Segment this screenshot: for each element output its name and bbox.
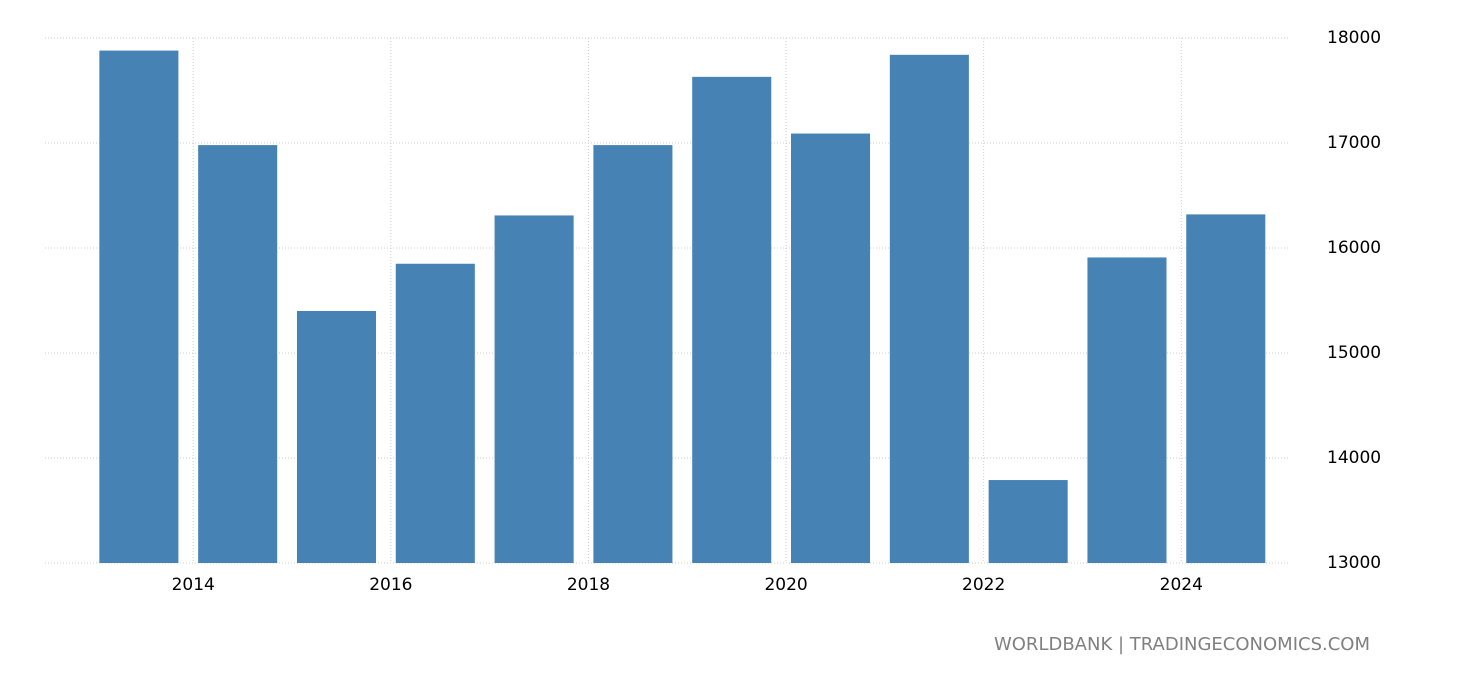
x-tick-label: 2022 [962,575,1005,595]
bar [889,54,969,564]
bar [395,263,475,563]
source: WORLDBANK | TRADINGECONOMICS.COM [994,634,1370,655]
bar [99,50,179,564]
y-tick-label: 16000 [1327,238,1381,258]
x-tick-label: 2024 [1160,575,1203,595]
y-tick-label: 15000 [1327,343,1381,363]
y-tick-label: 18000 [1327,28,1381,48]
bar [1186,214,1266,563]
x-tick-label: 2014 [172,575,215,595]
bar [494,215,574,563]
bar [988,480,1068,563]
bar [198,145,278,563]
x-tick-label: 2016 [369,575,412,595]
bar [791,133,871,564]
y-tick-label: 13000 [1327,553,1381,573]
x-tick-label: 2018 [567,575,610,595]
x-tick-label: 2020 [764,575,807,595]
bar [593,145,673,563]
bar [1087,257,1167,563]
bar [692,76,772,563]
bar [296,311,377,563]
y-tick-label: 14000 [1327,448,1381,468]
y-tick-label: 17000 [1327,133,1381,153]
